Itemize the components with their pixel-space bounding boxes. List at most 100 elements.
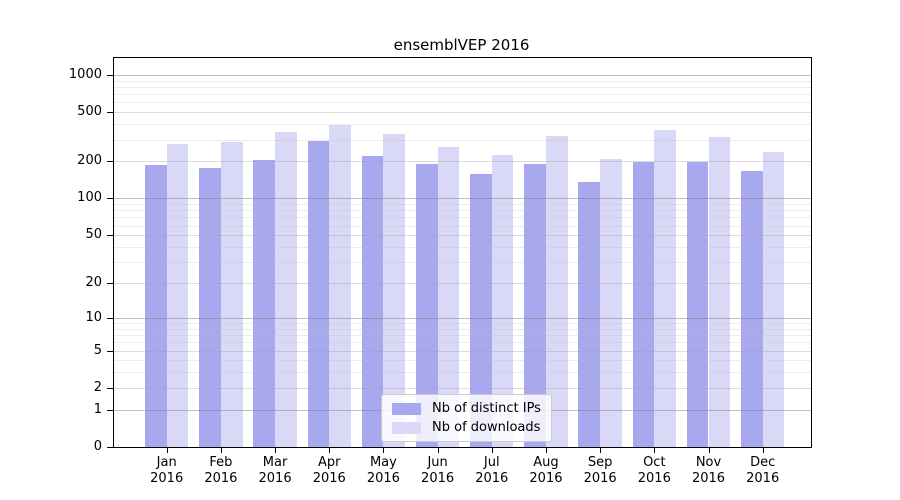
- x-tick-mark: [491, 447, 493, 453]
- bar-nb-of-distinct-ips-aug: [524, 164, 546, 447]
- gridline: [114, 350, 811, 352]
- x-tick-mark: [600, 447, 602, 453]
- gridline-minor: [114, 342, 811, 344]
- gridline-minor: [114, 328, 811, 330]
- bar-nb-of-distinct-ips-dec: [740, 171, 763, 447]
- y-tick-mark: [107, 112, 114, 114]
- y-tick-label: 20: [85, 275, 102, 291]
- gridline-minor: [114, 94, 811, 96]
- plot-area: Nb of distinct IPs Nb of downloads 1000 5…: [69, 57, 812, 486]
- bar-nb-of-downloads-jul: [491, 154, 514, 447]
- x-tick-label: Jan 2016: [150, 455, 184, 486]
- gridline: [114, 161, 811, 163]
- y-tick-label: 100: [77, 190, 102, 206]
- x-tick-mark: [708, 447, 710, 453]
- bar-nb-of-downloads-dec: [762, 151, 785, 447]
- bar-nb-of-downloads-nov: [708, 137, 731, 447]
- y-tick-mark: [107, 235, 114, 237]
- y-tick-label: 50: [85, 227, 102, 243]
- y-tick-label: 1000: [68, 66, 102, 82]
- gridline-minor: [114, 217, 811, 219]
- bar-nb-of-downloads-feb: [220, 142, 243, 447]
- legend-label-downloads: Nb of downloads: [432, 420, 541, 435]
- gridline: [114, 235, 811, 237]
- y-tick-mark: [107, 350, 114, 352]
- x-tick-label: Oct 2016: [637, 455, 671, 486]
- y-tick-mark: [107, 409, 114, 411]
- x-tick-label: Dec 2016: [746, 455, 780, 486]
- gridline-minor: [114, 360, 811, 362]
- x-tick-mark: [275, 447, 277, 453]
- y-tick-mark: [107, 198, 114, 200]
- y-tick-label: 1: [93, 401, 102, 417]
- legend-item-distinct-ips: Nb of distinct IPs: [392, 401, 541, 416]
- gridline: [114, 112, 811, 114]
- y-tick-label: 10: [85, 309, 102, 325]
- gridline: [114, 74, 811, 76]
- x-tick-mark: [220, 447, 222, 453]
- bar-nb-of-downloads-oct: [654, 130, 676, 447]
- legend: Nb of distinct IPs Nb of downloads: [381, 394, 552, 442]
- y-tick-label: 2: [93, 379, 102, 395]
- bar-nb-of-downloads-mar: [275, 132, 297, 447]
- gridline-minor: [114, 204, 811, 206]
- y-tick-mark: [107, 317, 114, 319]
- bar-nb-of-downloads-aug: [545, 135, 568, 447]
- gridline-minor: [114, 247, 811, 248]
- chart-title: ensemblVEP 2016: [393, 36, 530, 54]
- bar-nb-of-distinct-ips-apr: [307, 140, 330, 447]
- gridline-minor: [114, 262, 811, 264]
- x-tick-label: Jul 2016: [475, 455, 509, 486]
- bar-nb-of-distinct-ips-nov: [686, 161, 709, 447]
- y-tick-mark: [107, 283, 114, 285]
- bar-nb-of-distinct-ips-feb: [199, 167, 221, 447]
- x-tick-mark: [437, 447, 439, 453]
- gridline: [114, 198, 811, 200]
- gridline-minor: [114, 225, 811, 227]
- gridline-minor: [114, 323, 811, 324]
- y-tick-mark: [107, 161, 114, 163]
- bar-nb-of-downloads-jan: [166, 143, 189, 447]
- x-tick-label: Nov 2016: [691, 455, 726, 486]
- y-tick-mark: [107, 387, 114, 389]
- gridline-minor: [114, 372, 811, 374]
- x-tick-label: Mar 2016: [258, 455, 292, 486]
- x-tick-mark: [545, 447, 547, 453]
- gridline: [114, 387, 811, 389]
- x-tick-label: Apr 2016: [312, 455, 346, 486]
- bar-nb-of-distinct-ips-sep: [578, 181, 601, 447]
- bar-nb-of-distinct-ips-mar: [253, 159, 276, 447]
- x-tick-mark: [654, 447, 656, 453]
- legend-swatch-distinct-ips: [392, 402, 421, 415]
- gridline: [114, 317, 811, 319]
- x-tick-mark: [329, 447, 331, 453]
- y-tick-label: 500: [77, 104, 102, 120]
- x-tick-mark: [166, 447, 168, 453]
- x-tick-mark: [383, 447, 385, 453]
- y-tick-label: 5: [93, 342, 102, 358]
- bar-nb-of-downloads-sep: [600, 158, 622, 447]
- legend-label-distinct-ips: Nb of distinct IPs: [432, 401, 541, 416]
- y-tick-label: 0: [93, 439, 102, 454]
- gridline-minor: [114, 139, 811, 141]
- bar-nb-of-distinct-ips-may: [361, 156, 384, 447]
- bar-nb-of-distinct-ips-oct: [632, 161, 655, 447]
- x-tick-label: Jun 2016: [421, 455, 455, 486]
- x-tick-label: May 2016: [366, 455, 400, 486]
- bar-nb-of-distinct-ips-jun: [415, 163, 438, 447]
- gridline-minor: [114, 86, 811, 88]
- legend-swatch-downloads: [392, 421, 421, 434]
- x-tick-mark: [762, 447, 764, 453]
- x-tick-label: Feb 2016: [204, 455, 238, 486]
- y-tick-mark: [107, 447, 114, 448]
- bar-nb-of-downloads-apr: [329, 125, 351, 447]
- gridline-minor: [114, 335, 811, 337]
- x-tick-label: Aug 2016: [529, 455, 563, 486]
- gridline-minor: [114, 210, 811, 212]
- legend-item-downloads: Nb of downloads: [392, 420, 541, 435]
- y-tick-mark: [107, 74, 114, 76]
- gridline: [114, 283, 811, 285]
- y-tick-label: 200: [77, 153, 102, 169]
- gridline-minor: [114, 124, 811, 126]
